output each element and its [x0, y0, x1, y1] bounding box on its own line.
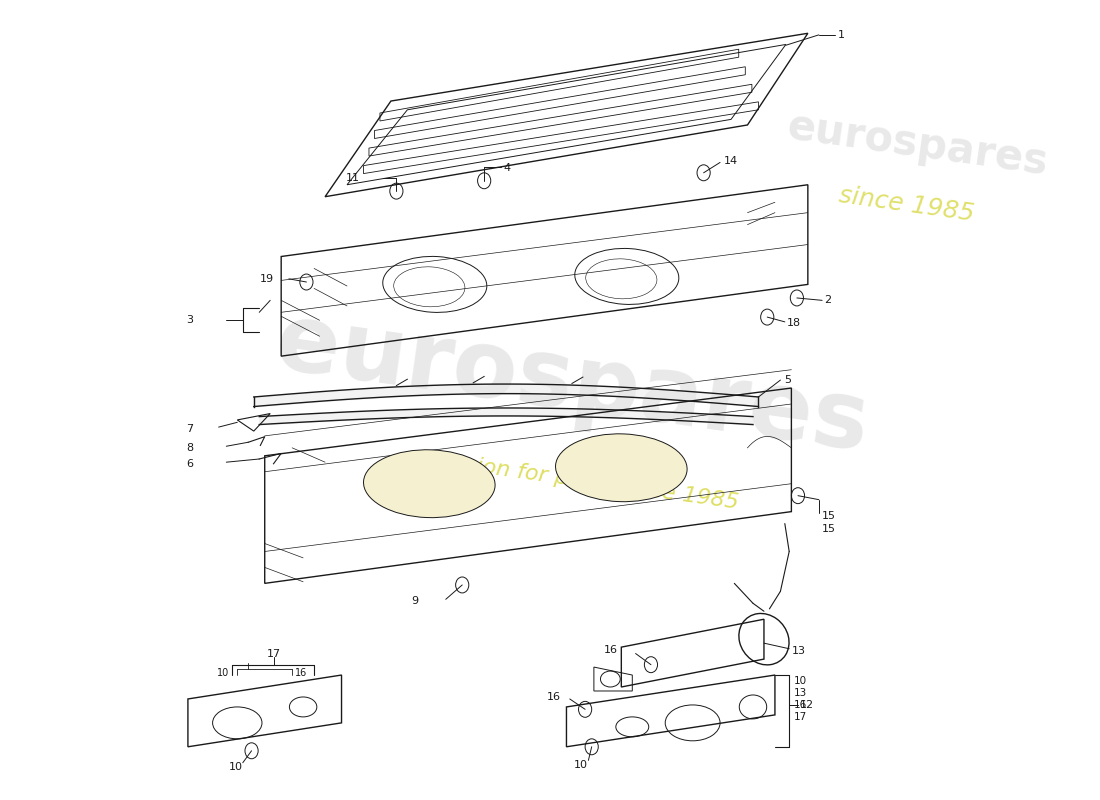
Text: 10: 10 — [574, 760, 587, 770]
Text: 14: 14 — [724, 156, 737, 166]
Text: 3: 3 — [186, 315, 194, 326]
Text: 17: 17 — [793, 712, 806, 722]
Text: 15: 15 — [822, 524, 836, 534]
Text: 2: 2 — [824, 295, 832, 306]
Text: 19: 19 — [260, 274, 274, 284]
Text: 17: 17 — [266, 649, 280, 658]
Text: 16: 16 — [793, 699, 806, 710]
Text: 10: 10 — [793, 676, 806, 686]
Text: 4: 4 — [504, 163, 512, 173]
Text: 11: 11 — [346, 174, 360, 183]
Text: 16: 16 — [547, 691, 561, 702]
Text: 9: 9 — [411, 596, 418, 606]
Text: 12: 12 — [800, 699, 814, 710]
Text: eurospares: eurospares — [270, 297, 874, 471]
Text: 13: 13 — [793, 688, 806, 698]
Text: since 1985: since 1985 — [837, 183, 976, 226]
Text: 7: 7 — [186, 424, 194, 434]
Text: 10: 10 — [229, 762, 243, 772]
Text: 13: 13 — [791, 646, 805, 656]
Text: 16: 16 — [604, 646, 618, 655]
Text: a passion for parts since 1985: a passion for parts since 1985 — [404, 446, 740, 513]
Text: 8: 8 — [186, 443, 194, 453]
Text: 10: 10 — [218, 668, 230, 678]
Text: 16: 16 — [296, 668, 308, 678]
Text: 18: 18 — [786, 318, 801, 328]
Text: 15: 15 — [822, 510, 836, 521]
Text: 5: 5 — [783, 375, 791, 385]
Ellipse shape — [556, 434, 688, 502]
Text: 1: 1 — [837, 30, 845, 40]
Text: 6: 6 — [186, 458, 194, 469]
Ellipse shape — [363, 450, 495, 518]
Text: eurospares: eurospares — [784, 106, 1050, 184]
